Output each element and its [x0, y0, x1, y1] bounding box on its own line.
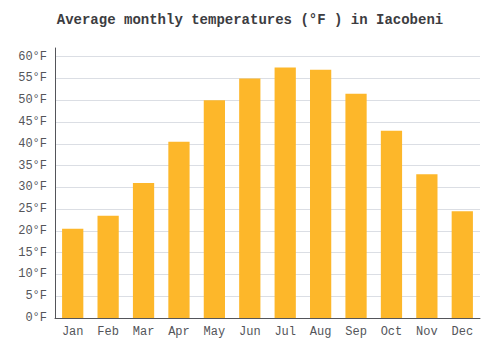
svg-text:Dec: Dec: [451, 325, 473, 339]
svg-text:Aug: Aug: [310, 325, 332, 339]
svg-text:60°F: 60°F: [18, 50, 47, 64]
svg-text:Mar: Mar: [133, 325, 155, 339]
svg-text:Apr: Apr: [168, 325, 190, 339]
svg-text:20°F: 20°F: [18, 224, 47, 238]
svg-text:30°F: 30°F: [18, 180, 47, 194]
svg-text:Oct: Oct: [381, 325, 403, 339]
svg-text:May: May: [204, 325, 226, 339]
svg-text:5°F: 5°F: [25, 289, 47, 303]
svg-text:10°F: 10°F: [18, 267, 47, 281]
svg-text:15°F: 15°F: [18, 246, 47, 260]
svg-text:Jun: Jun: [239, 325, 261, 339]
svg-text:Average monthly temperatures (: Average monthly temperatures (°F ) in Ia…: [57, 12, 443, 28]
svg-text:35°F: 35°F: [18, 159, 47, 173]
svg-text:Feb: Feb: [97, 325, 119, 339]
svg-text:50°F: 50°F: [18, 93, 47, 107]
svg-text:Nov: Nov: [416, 325, 438, 339]
svg-text:Jan: Jan: [62, 325, 84, 339]
svg-text:Jul: Jul: [274, 325, 296, 339]
svg-text:55°F: 55°F: [18, 71, 47, 85]
svg-text:0°F: 0°F: [25, 311, 47, 325]
svg-text:Sep: Sep: [345, 325, 367, 339]
svg-text:45°F: 45°F: [18, 115, 47, 129]
svg-text:25°F: 25°F: [18, 202, 47, 216]
svg-text:40°F: 40°F: [18, 137, 47, 151]
